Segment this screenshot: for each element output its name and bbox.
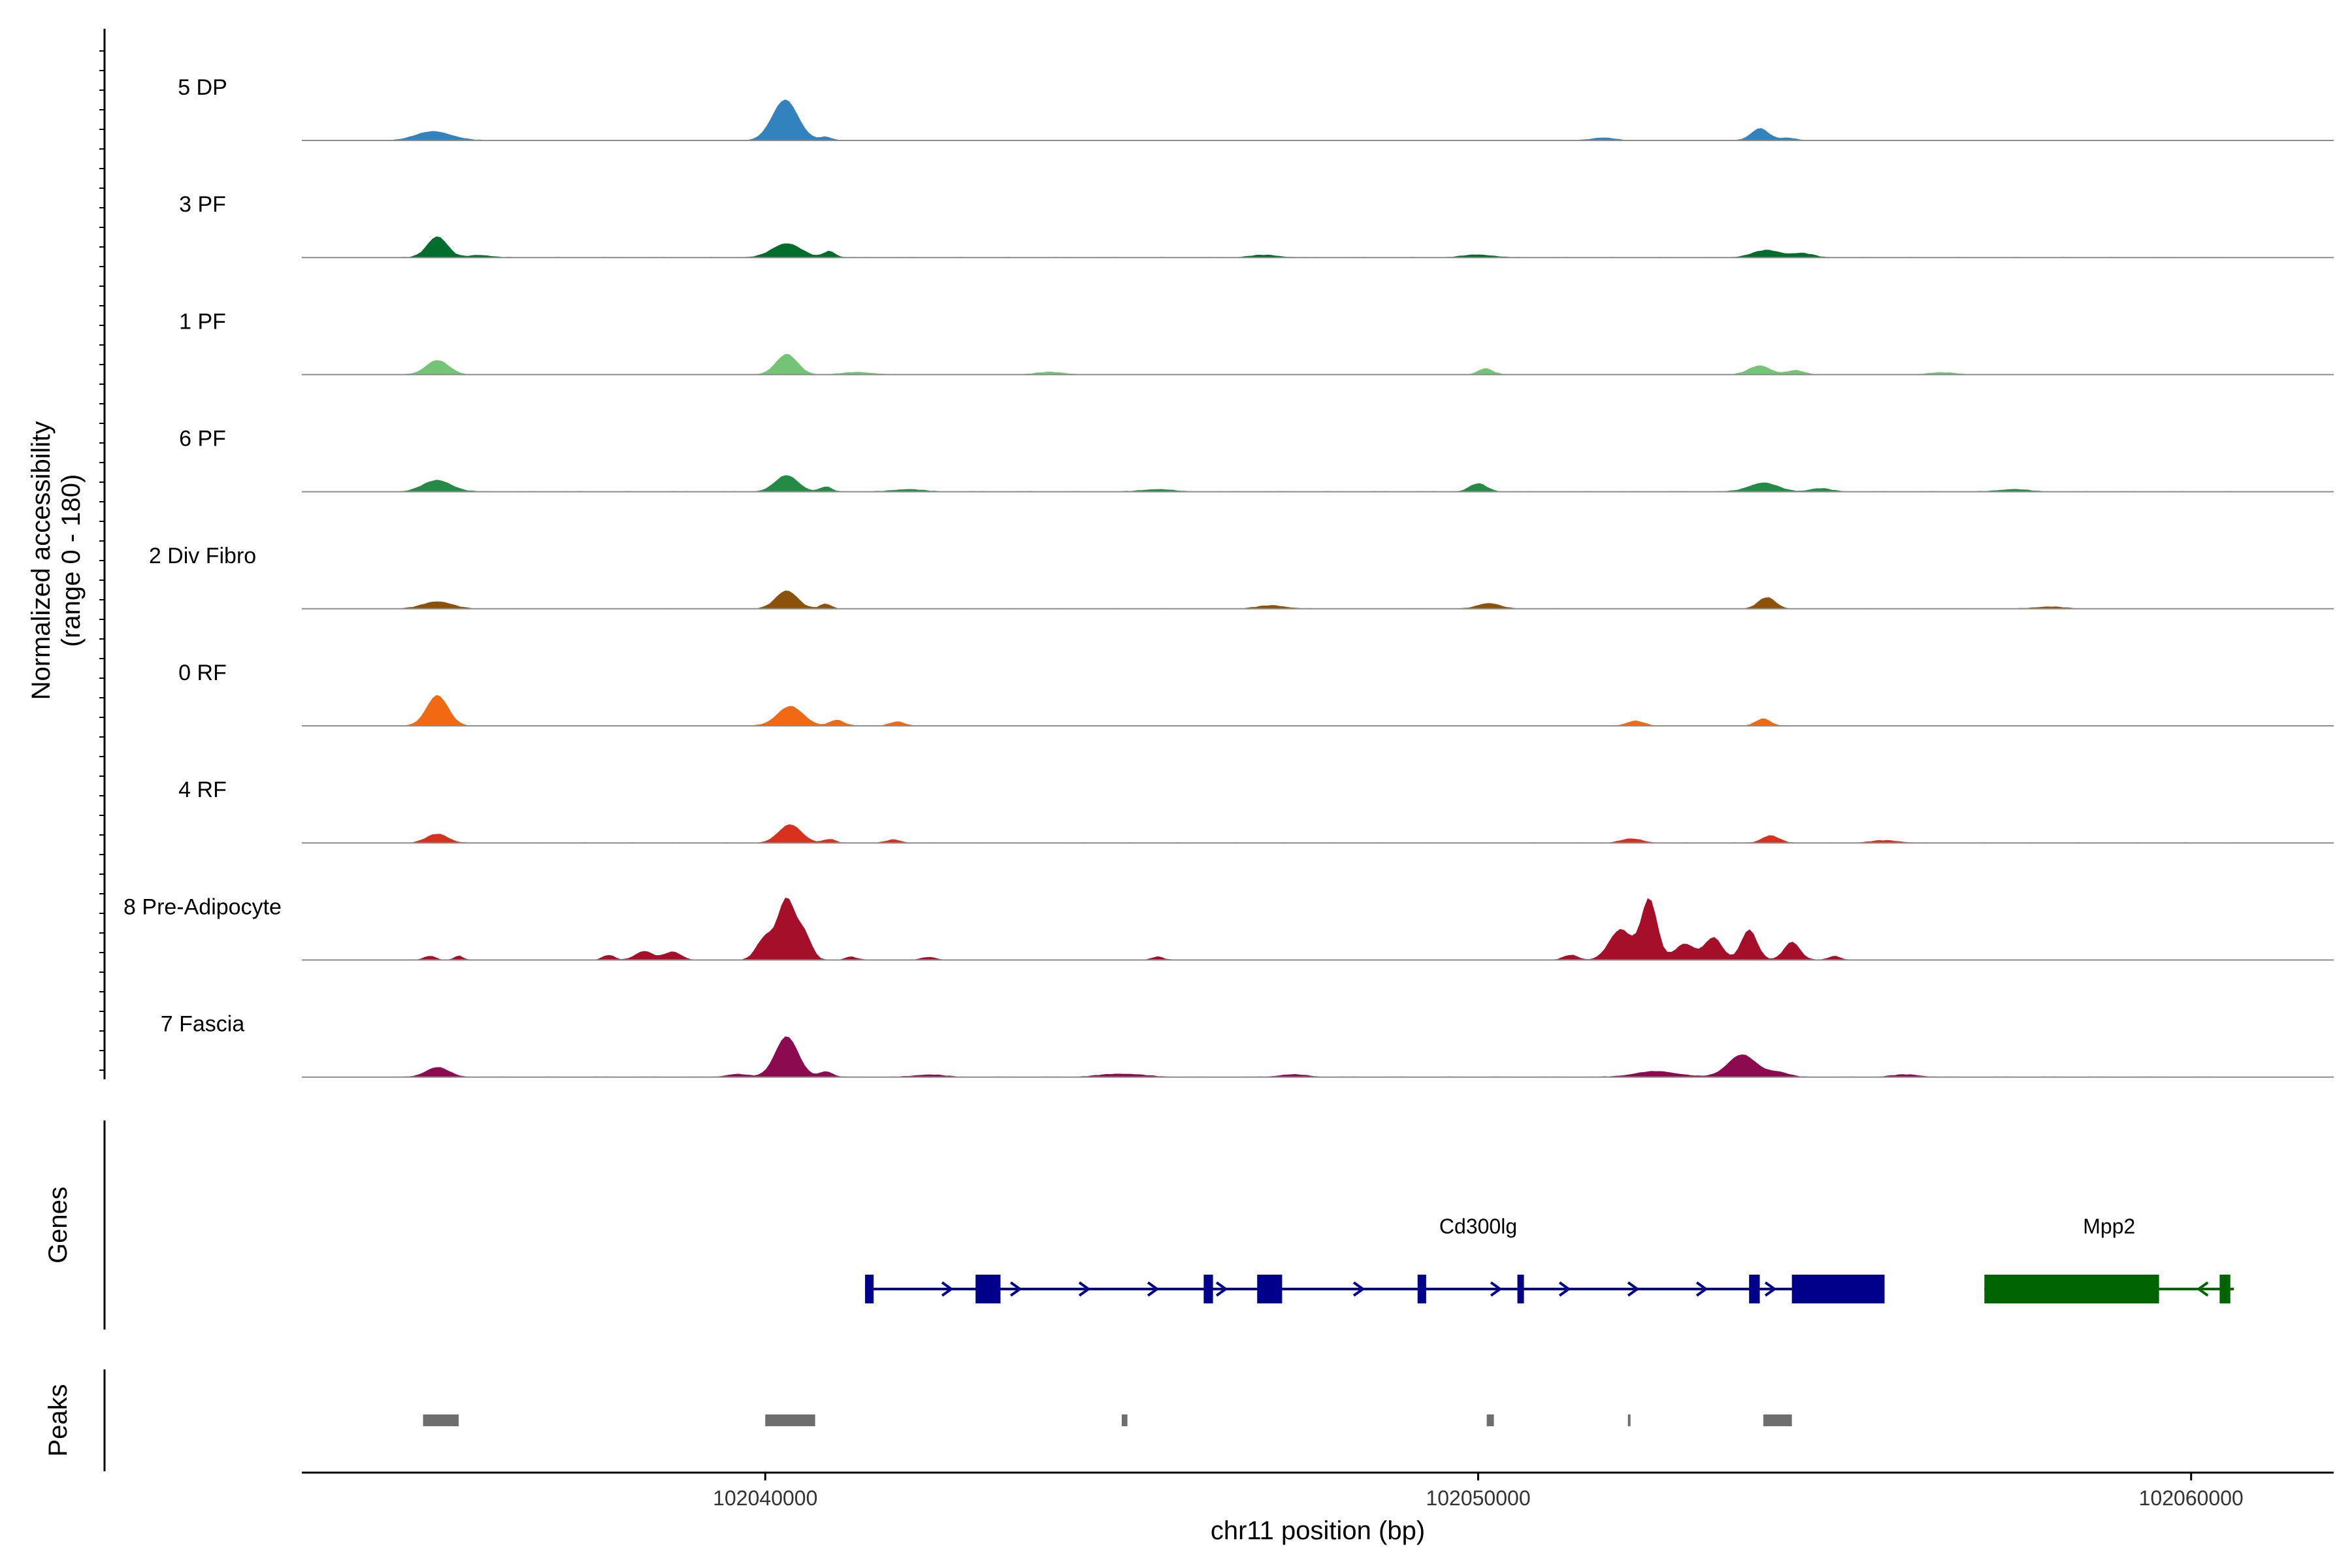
genes-panel-label: Genes bbox=[44, 1186, 73, 1264]
strand-arrow-icon bbox=[1352, 1281, 1365, 1297]
strand-arrow-icon bbox=[1215, 1281, 1228, 1297]
track-label: 2 Div Fibro bbox=[149, 544, 256, 568]
track-label: 5 DP bbox=[178, 75, 227, 100]
strand-arrow-icon bbox=[1078, 1281, 1091, 1297]
strand-arrow-icon bbox=[2196, 1281, 2209, 1297]
y-axis-title-line2: (range 0 - 180) bbox=[57, 474, 86, 647]
strand-arrow-icon bbox=[1009, 1281, 1022, 1297]
coverage-area-4-rf bbox=[393, 824, 2241, 843]
peak-region bbox=[423, 1414, 459, 1426]
strand-arrow-icon bbox=[1695, 1281, 1708, 1297]
peak-region bbox=[765, 1414, 815, 1426]
gene-label-mpp2: Mpp2 bbox=[2083, 1215, 2135, 1238]
coverage-tracks: 5 DP 3 PF 1 PF 6 PF 2 Div Fibro 0 RF 4 RF 8 Pre… bbox=[123, 75, 2334, 1078]
track-label: 0 RF bbox=[178, 661, 227, 685]
coverage-area-6-pf bbox=[393, 475, 2241, 492]
coverage-area-3-pf bbox=[393, 236, 2241, 258]
peak-region bbox=[1121, 1414, 1128, 1426]
x-axis-ticks: 102040000 102050000 102060000 bbox=[713, 1473, 2244, 1510]
strand-arrow-icon bbox=[1558, 1281, 1571, 1297]
coverage-y-ticks bbox=[99, 50, 105, 1071]
gene-exon bbox=[1257, 1275, 1282, 1303]
gene-exon bbox=[1749, 1275, 1760, 1303]
gene-annotations: Cd300lg Mpp2 bbox=[865, 1215, 2234, 1303]
y-axis-title-line1: Normalized accessibility bbox=[27, 421, 56, 700]
peak-region bbox=[1763, 1414, 1792, 1426]
gene-exon bbox=[975, 1275, 1001, 1303]
gene-exon bbox=[865, 1275, 874, 1303]
strand-arrow-icon bbox=[1764, 1281, 1777, 1297]
peaks-panel-label: Peaks bbox=[44, 1384, 73, 1456]
gene-label-cd300lg: Cd300lg bbox=[1439, 1215, 1517, 1238]
x-axis-tick-label: 102050000 bbox=[1426, 1486, 1530, 1510]
strand-arrow-icon bbox=[1627, 1281, 1640, 1297]
x-axis-title: chr11 position (bp) bbox=[1211, 1516, 1425, 1545]
gene-exon bbox=[1984, 1275, 2159, 1303]
gene-exon bbox=[1203, 1275, 1213, 1303]
strand-arrow-icon bbox=[941, 1281, 954, 1297]
coverage-area-2-div-fibro bbox=[393, 590, 2241, 609]
track-label: 1 PF bbox=[179, 309, 226, 334]
track-label: 7 Fascia bbox=[161, 1012, 245, 1037]
gene-exon bbox=[1791, 1275, 1885, 1303]
strand-arrow-icon bbox=[1147, 1281, 1160, 1297]
peak-regions bbox=[423, 1414, 1792, 1426]
track-label: 6 PF bbox=[179, 427, 226, 451]
track-label: 8 Pre-Adipocyte bbox=[123, 894, 282, 919]
gene-exon bbox=[1517, 1275, 1524, 1303]
x-axis-tick-label: 102040000 bbox=[713, 1486, 817, 1510]
track-label: 4 RF bbox=[178, 777, 227, 802]
peak-region bbox=[1627, 1414, 1631, 1426]
track-label: 3 PF bbox=[179, 192, 226, 217]
x-axis-tick-label: 102060000 bbox=[2139, 1486, 2244, 1510]
peak-region bbox=[1486, 1414, 1494, 1426]
gene-exon bbox=[2219, 1275, 2230, 1303]
strand-arrow-icon bbox=[1490, 1281, 1503, 1297]
gene-exon bbox=[1417, 1275, 1426, 1303]
